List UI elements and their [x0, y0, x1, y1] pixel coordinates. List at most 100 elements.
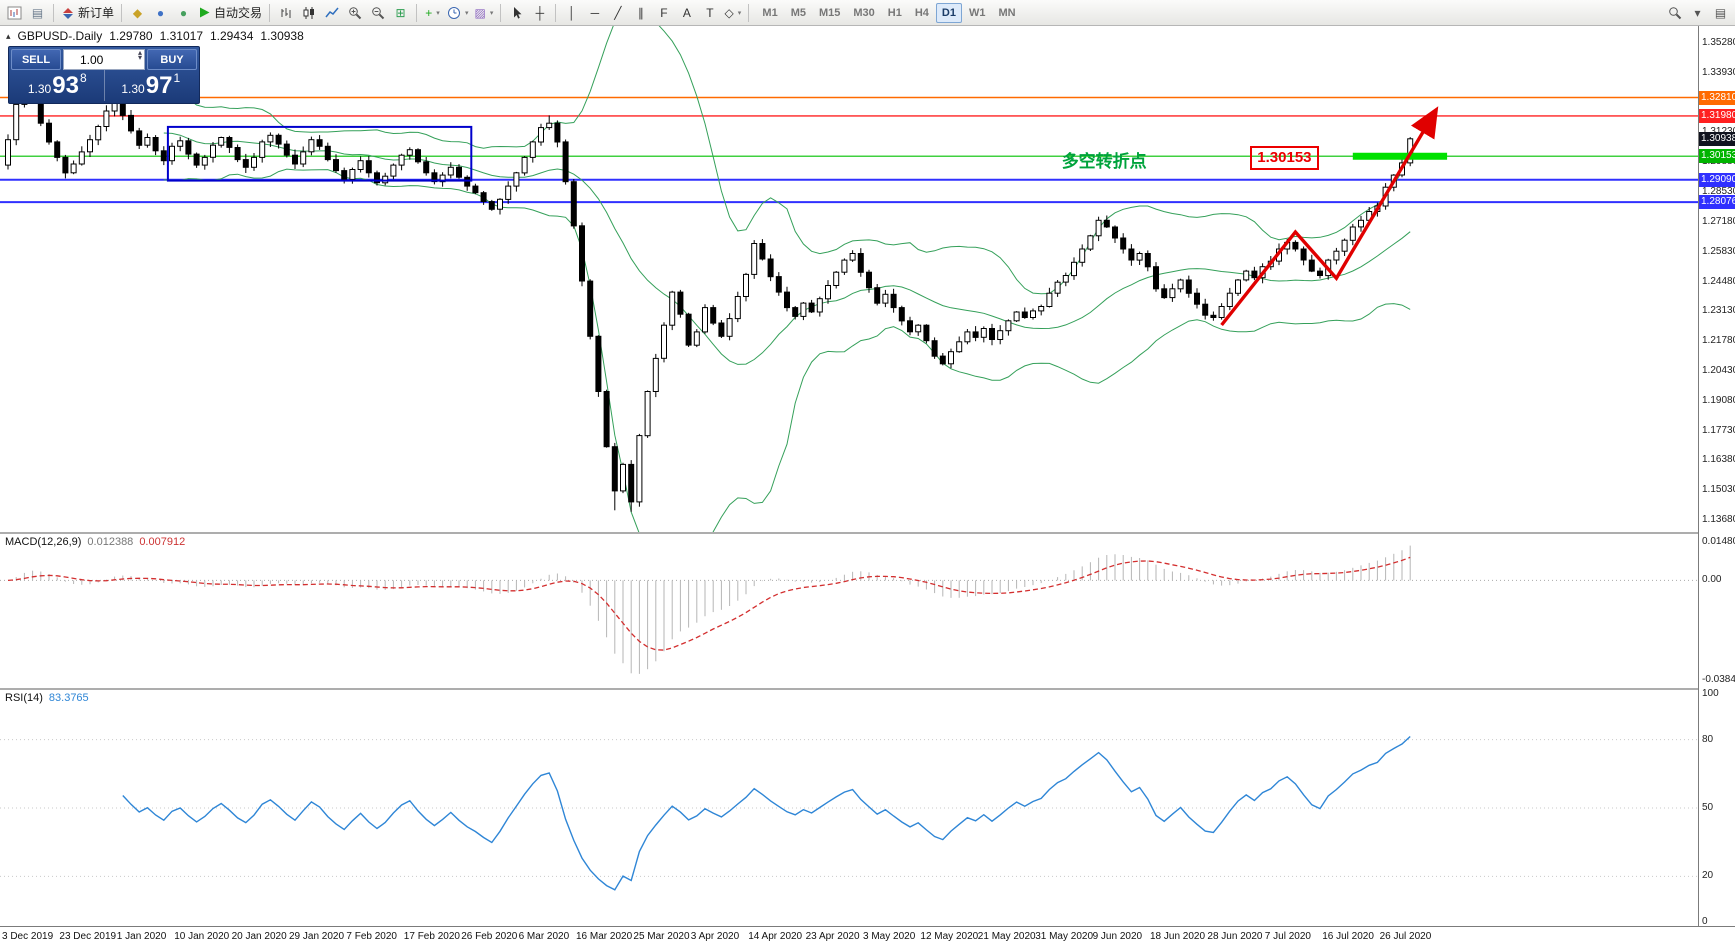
play-icon-glyph	[198, 6, 211, 19]
macd-signal-line	[7, 556, 1411, 651]
templates-icon-dropdown-icon[interactable]: ▾	[489, 9, 494, 17]
price-axis-label: 1.25830	[1702, 245, 1735, 257]
bar-chart-icon[interactable]	[274, 2, 297, 24]
timeframe-h4-button[interactable]: H4	[914, 6, 929, 19]
chart-symbol-period: GBPUSD-.Daily	[17, 29, 103, 43]
channel-icon[interactable]: ∥	[629, 2, 652, 24]
label-icon[interactable]: T	[698, 2, 721, 24]
volume-spinner[interactable]: ▴ ▾	[137, 48, 142, 62]
macd-axis-label: 0.014807	[1702, 536, 1735, 547]
label-icon-glyph: T	[706, 5, 714, 20]
timeframe-d1-button[interactable]: D1	[935, 2, 962, 23]
sell-button[interactable]: SELL	[11, 49, 61, 70]
order-icon-glyph	[61, 6, 75, 20]
panels-icon[interactable]: ▤	[1709, 2, 1732, 24]
macd-axis-label: 0.00	[1702, 574, 1722, 586]
timeframe-m1-button[interactable]: M1	[762, 6, 778, 19]
date-axis-label: 28 Jun 2020	[1207, 931, 1263, 942]
alerts-icon[interactable]: ◆	[126, 2, 149, 24]
templates-icon-glyph: ▨	[474, 5, 486, 20]
macd-main-value: 0.012388	[87, 536, 134, 548]
date-axis-label: 21 May 2020	[977, 931, 1036, 942]
chart-high-value: 1.31017	[159, 29, 203, 43]
one-click-collapse-icon[interactable]: ▴	[6, 30, 11, 41]
date-axis-label: 23 Apr 2020	[805, 931, 860, 942]
crosshair-icon[interactable]: ┼	[528, 2, 551, 24]
macd-pane-separator[interactable]	[0, 532, 1735, 534]
toolbar-separator	[500, 3, 502, 22]
cursor-icon[interactable]	[505, 2, 528, 24]
trendline-icon[interactable]: ╱	[606, 2, 629, 24]
rsi-canvas[interactable]	[0, 690, 1698, 926]
auto-trading-button[interactable]: 自动交易	[195, 2, 265, 24]
periods-icon[interactable]: ▾	[444, 2, 472, 24]
new-order-button[interactable]: 新订单	[58, 2, 117, 24]
search-icon[interactable]	[1663, 2, 1686, 24]
ask-pipette: 1	[173, 71, 181, 85]
date-axis[interactable]: 3 Dec 2019 23 Dec 2019 1 Jan 2020 10 Jan 20…	[0, 926, 1735, 949]
periods-icon-dropdown-icon[interactable]: ▾	[465, 9, 469, 17]
timeframe-m15-button[interactable]: M15	[818, 6, 841, 19]
crosshair-icon-glyph: ┼	[535, 5, 545, 20]
zoom-out-icon[interactable]	[366, 2, 389, 24]
volume-input[interactable]: 1.00 ▴ ▾	[63, 49, 145, 70]
new-chart-icon[interactable]	[3, 2, 26, 24]
candlestick-chart-icon[interactable]	[297, 2, 320, 24]
timeframe-h1-button[interactable]: H1	[887, 6, 902, 19]
price-axis-label: 1.17730	[1702, 424, 1735, 436]
volume-down-icon[interactable]: ▾	[137, 52, 142, 62]
templates-icon[interactable]: ▨ ▾	[472, 2, 497, 24]
line-chart-icon[interactable]	[320, 2, 343, 24]
cursor-icon-glyph	[510, 6, 524, 20]
text-icon[interactable]: A	[675, 2, 698, 24]
timeframe-w1-button[interactable]: W1	[968, 6, 986, 19]
price-callout-annotation: 1.30153	[1250, 146, 1319, 171]
auto-trading-button-label: 自动交易	[214, 6, 263, 20]
toolbar-separator	[416, 3, 418, 22]
tile-windows-icon[interactable]: ⊞	[389, 2, 412, 24]
profiles-icon-glyph: ▤	[31, 5, 44, 20]
price-axis-label: 1.20430	[1702, 364, 1735, 376]
toolbar-separator	[121, 3, 123, 22]
price-chart-canvas[interactable]	[0, 26, 1698, 532]
rsi-axis-label: 100	[1702, 688, 1719, 699]
alerts-icon-glyph: ◆	[132, 5, 143, 20]
fibonacci-icon[interactable]: F	[652, 2, 675, 24]
chart-low-value: 1.29434	[210, 29, 254, 43]
rsi-pane-separator[interactable]	[0, 688, 1735, 690]
zoom-in-icon-glyph	[348, 6, 362, 20]
price-axis-label: 1.21780	[1702, 335, 1735, 347]
zoom-in-icon[interactable]	[343, 2, 366, 24]
ask-prefix: 1.30	[121, 82, 145, 96]
date-axis-label: 10 Jan 2020	[174, 931, 230, 942]
turning-point-annotation: 多空转折点	[1061, 152, 1147, 172]
profiles-icon[interactable]: ▤	[26, 2, 49, 24]
bid-price-display[interactable]: 1.30 93 8	[11, 70, 105, 101]
timeframe-m5-button[interactable]: M5	[790, 6, 806, 19]
indicators-icon[interactable]: + ▾	[421, 2, 444, 24]
chart-title: ▴ GBPUSD-.Daily 1.29780 1.31017 1.29434 …	[6, 29, 304, 43]
horizontal-line-icon[interactable]: ─	[583, 2, 606, 24]
bollinger-bands	[163, 26, 1411, 532]
date-axis-label: 23 Dec 2019	[59, 931, 117, 942]
horizontal-line-icon-glyph: ─	[590, 5, 600, 20]
price-tag: 1.32810	[1699, 90, 1735, 105]
macd-canvas[interactable]	[0, 534, 1698, 688]
macd-pane[interactable]: MACD(12,26,9) 0.012388 0.007912	[0, 534, 1698, 688]
vertical-line-icon[interactable]: │	[560, 2, 583, 24]
timeframe-mn-button[interactable]: MN	[998, 6, 1016, 19]
mql-community-icon[interactable]: ●	[149, 2, 172, 24]
market-icon[interactable]: ●	[172, 2, 195, 24]
shapes-icon[interactable]: ◇ ▾	[721, 2, 744, 24]
price-axis[interactable]: 1.352801.339301.325801.312301.298801.285…	[1698, 26, 1735, 927]
timeframe-m30-button[interactable]: M30	[853, 6, 875, 19]
shapes-icon-dropdown-icon[interactable]: ▾	[737, 9, 742, 17]
ask-price-display[interactable]: 1.30 97 1	[105, 70, 198, 101]
date-axis-label: 14 Apr 2020	[748, 931, 803, 942]
indicators-icon-dropdown-icon[interactable]: ▾	[436, 9, 440, 17]
buy-button[interactable]: BUY	[147, 49, 197, 70]
rsi-pane[interactable]: RSI(14) 83.3765	[0, 690, 1698, 926]
quick-toolbar-icon[interactable]: ▾	[1686, 2, 1709, 24]
main-chart-pane[interactable]: ▴ GBPUSD-.Daily 1.29780 1.31017 1.29434 …	[0, 26, 1698, 532]
volume-up-icon[interactable]: ▴	[137, 48, 142, 57]
